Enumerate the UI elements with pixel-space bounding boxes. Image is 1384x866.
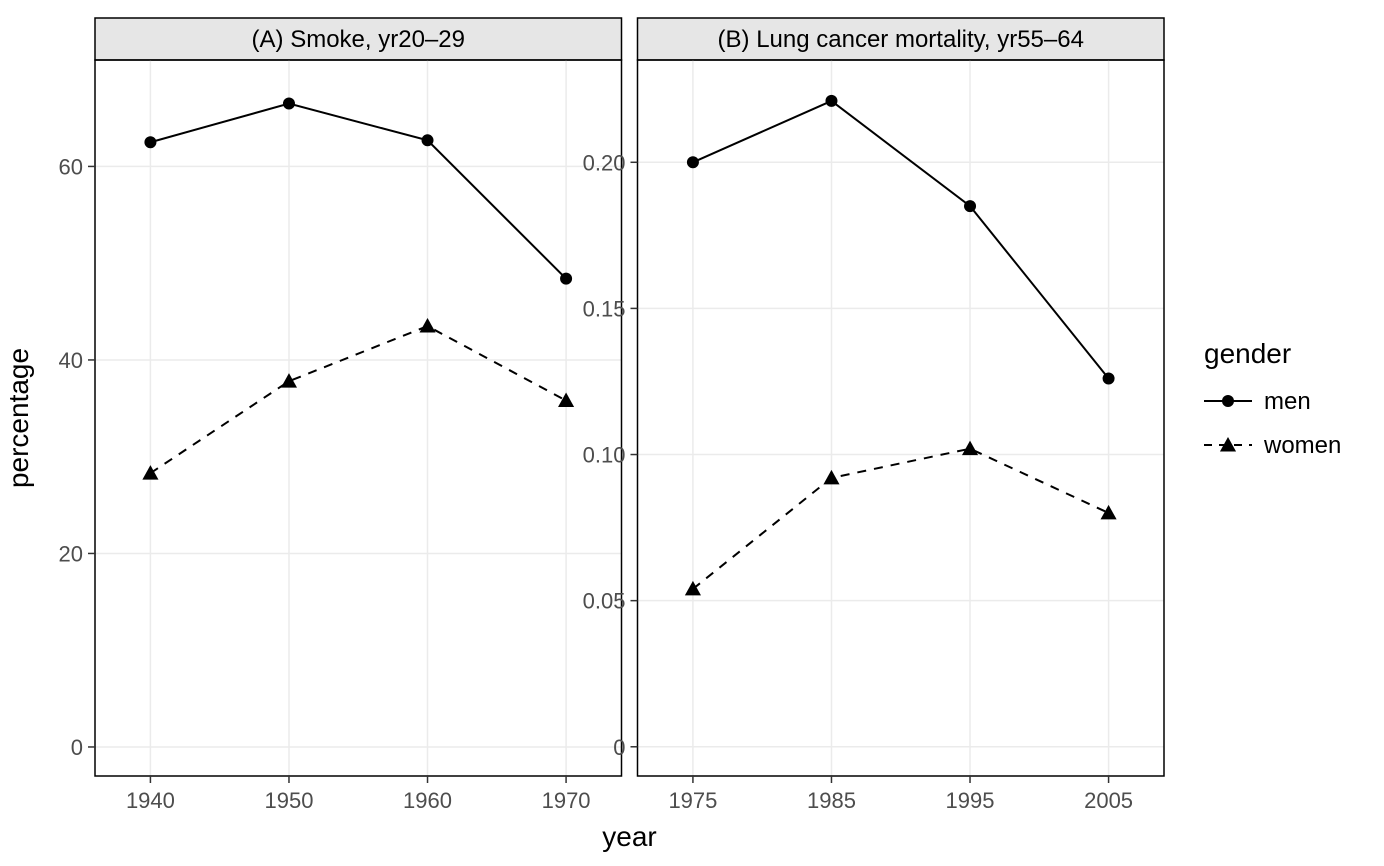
y-tick-label: 60 — [59, 154, 83, 179]
legend-title: gender — [1204, 338, 1291, 369]
y-tick-label: 0 — [613, 735, 625, 760]
marker-women — [823, 470, 839, 484]
marker-men — [283, 98, 295, 110]
marker-men — [422, 134, 434, 146]
y-tick-label: 0.10 — [583, 443, 626, 468]
series-line-women — [150, 326, 566, 473]
marker-women — [281, 373, 297, 387]
y-tick-label: 0 — [71, 735, 83, 760]
y-tick-label: 0.20 — [583, 150, 626, 175]
x-tick-label: 1950 — [264, 788, 313, 813]
x-tick-label: 1960 — [403, 788, 452, 813]
panel-1: (B) Lung cancer mortality, yr55–64 1975 19… — [583, 18, 1164, 813]
x-tick-label: 2005 — [1084, 788, 1133, 813]
marker-men — [144, 136, 156, 148]
facet-strip-title: (A) Smoke, yr20–29 — [252, 26, 465, 53]
marker-women — [962, 441, 978, 455]
panel-border — [95, 60, 622, 776]
x-tick-label: 1995 — [946, 788, 995, 813]
x-tick-label: 1970 — [542, 788, 591, 813]
legend-key-marker — [1222, 395, 1234, 407]
facet-strip-title: (B) Lung cancer mortality, yr55–64 — [718, 26, 1084, 53]
marker-men — [964, 200, 976, 212]
y-axis-title: percentage — [3, 348, 34, 488]
panel-border — [638, 60, 1165, 776]
marker-women — [1101, 505, 1117, 519]
marker-women — [558, 393, 574, 407]
marker-women — [142, 465, 158, 479]
marker-women — [685, 581, 701, 595]
y-tick-label: 20 — [59, 541, 83, 566]
marker-women — [419, 318, 435, 332]
legend-item-label: men — [1264, 388, 1311, 415]
x-tick-label: 1975 — [668, 788, 717, 813]
y-tick-label: 40 — [59, 348, 83, 373]
legend-item-label: women — [1263, 432, 1341, 459]
y-tick-label: 0.05 — [583, 589, 626, 614]
marker-men — [687, 156, 699, 168]
series-line-women — [693, 449, 1109, 589]
x-axis-title: year — [602, 821, 656, 852]
x-tick-label: 1940 — [126, 788, 175, 813]
faceted-line-chart: (A) Smoke, yr20–29 1940 1950 1960 1970 0 20 40 6… — [0, 0, 1384, 866]
panel-0: (A) Smoke, yr20–29 1940 1950 1960 1970 0 20 40 6… — [59, 18, 622, 813]
series-line-men — [150, 104, 566, 279]
x-tick-label: 1985 — [807, 788, 856, 813]
marker-men — [1103, 373, 1115, 385]
y-tick-label: 0.15 — [583, 296, 626, 321]
marker-men — [560, 273, 572, 285]
marker-men — [825, 95, 837, 107]
series-line-men — [693, 101, 1109, 379]
legend: gender men women — [1204, 338, 1341, 459]
